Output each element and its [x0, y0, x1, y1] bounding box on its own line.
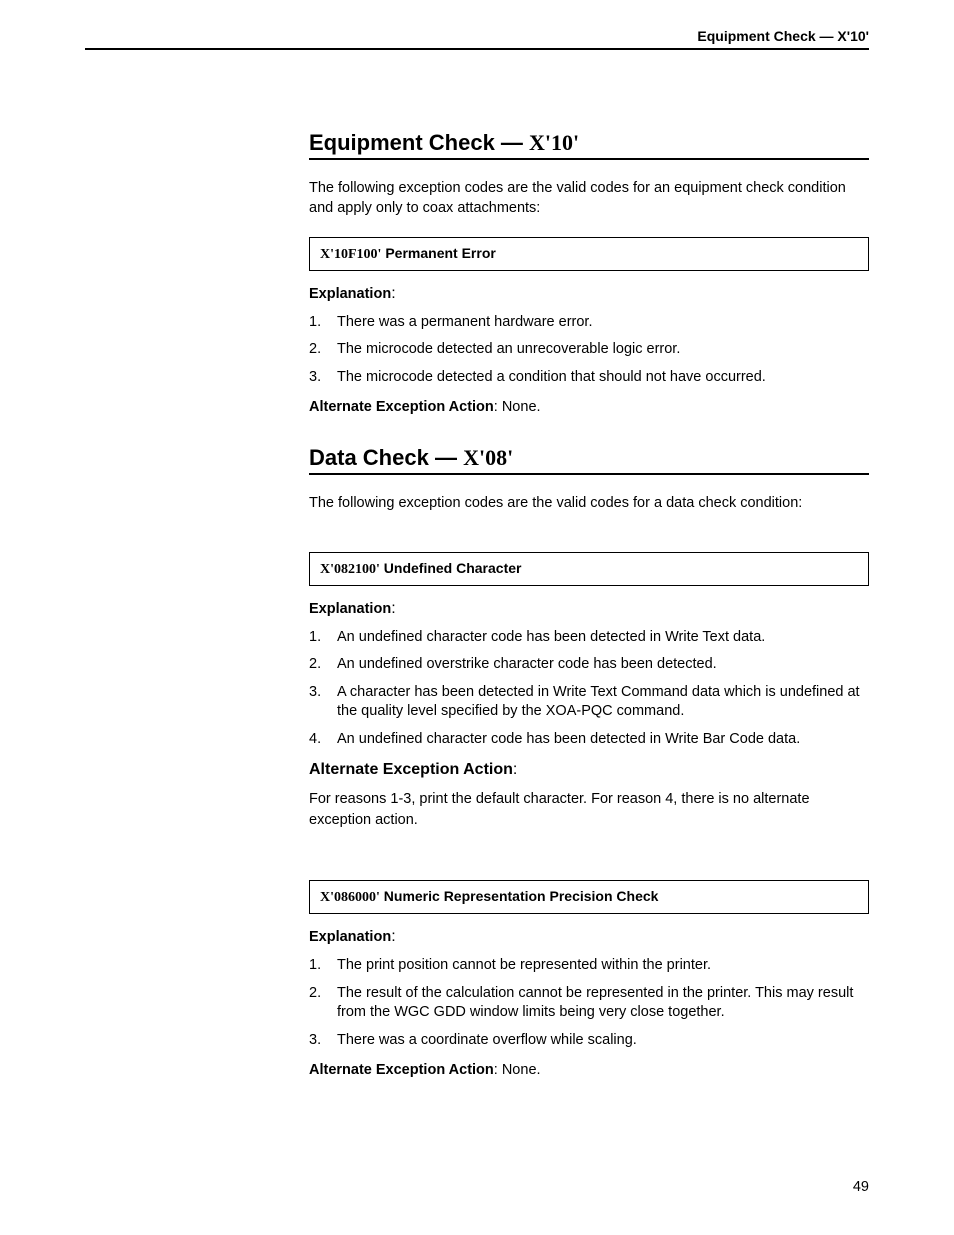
codebox-label: Permanent Error	[381, 245, 495, 261]
alt-action: Alternate Exception Action: None.	[309, 1062, 869, 1078]
alt-action-label: Alternate Exception Action	[309, 1062, 494, 1078]
list-item: The print position cannot be represented…	[309, 956, 869, 976]
section1-list: There was a permanent hardware error. Th…	[309, 313, 869, 388]
alt-action-value: : None.	[494, 1062, 541, 1078]
codebox-hex: X'086000'	[320, 890, 380, 905]
codebox-hex: X'082100'	[320, 562, 380, 577]
alt-action-label: Alternate Exception Action	[309, 399, 494, 415]
page-content: Equipment Check — X'10' The following ex…	[309, 130, 869, 1078]
list-item: The microcode detected a condition that …	[309, 368, 869, 388]
section-title-prefix: Equipment Check —	[309, 130, 529, 155]
codebox-label: Undefined Character	[380, 560, 522, 576]
alt-action-value: : None.	[494, 399, 541, 415]
explanation-block: Explanation:	[309, 600, 869, 618]
section2-block1-list: An undefined character code has been det…	[309, 628, 869, 750]
list-item: The microcode detected an unrecoverable …	[309, 340, 869, 360]
section-title-prefix: Data Check —	[309, 445, 463, 470]
spacer	[309, 532, 869, 552]
list-item: An undefined character code has been det…	[309, 730, 869, 750]
page-number: 49	[853, 1179, 869, 1195]
section2-intro: The following exception codes are the va…	[309, 493, 869, 513]
colon: :	[391, 928, 395, 945]
section1-intro: The following exception codes are the va…	[309, 178, 869, 219]
list-item: An undefined character code has been det…	[309, 628, 869, 648]
explanation-label: Explanation	[309, 601, 391, 617]
running-header: Equipment Check — X'10'	[85, 28, 869, 44]
explanation-label: Explanation	[309, 929, 391, 945]
codebox-hex: X'10F100'	[320, 247, 381, 262]
codebox-082100: X'082100' Undefined Character	[309, 552, 869, 586]
list-item: There was a coordinate overflow while sc…	[309, 1031, 869, 1051]
explanation-block: Explanation:	[309, 285, 869, 303]
section-rule	[309, 473, 869, 475]
alt-action-text: For reasons 1-3, print the default chara…	[309, 789, 869, 830]
colon: :	[391, 285, 395, 302]
list-item: There was a permanent hardware error.	[309, 313, 869, 333]
alt-action-label: Alternate Exception Action	[309, 761, 513, 778]
codebox-086000: X'086000' Numeric Representation Precisi…	[309, 880, 869, 914]
section-title-hex: X'10'	[529, 130, 579, 155]
list-item: A character has been detected in Write T…	[309, 683, 869, 722]
explanation-label: Explanation	[309, 286, 391, 302]
codebox-10f100: X'10F100' Permanent Error	[309, 237, 869, 271]
section-title-data-check: Data Check — X'08'	[309, 445, 869, 471]
section-title-hex: X'08'	[463, 445, 513, 470]
section2-block2-list: The print position cannot be represented…	[309, 956, 869, 1050]
section-rule	[309, 158, 869, 160]
header-rule	[85, 48, 869, 50]
section-title-equipment-check: Equipment Check — X'10'	[309, 130, 869, 156]
alt-action: Alternate Exception Action: None.	[309, 399, 869, 415]
colon: :	[391, 600, 395, 617]
alt-action-heading: Alternate Exception Action:	[309, 761, 869, 779]
list-item: An undefined overstrike character code h…	[309, 655, 869, 675]
alt-action-colon: :	[513, 761, 517, 778]
codebox-label: Numeric Representation Precision Check	[380, 888, 659, 904]
explanation-block: Explanation:	[309, 928, 869, 946]
list-item: The result of the calculation cannot be …	[309, 984, 869, 1023]
spacer	[309, 860, 869, 880]
